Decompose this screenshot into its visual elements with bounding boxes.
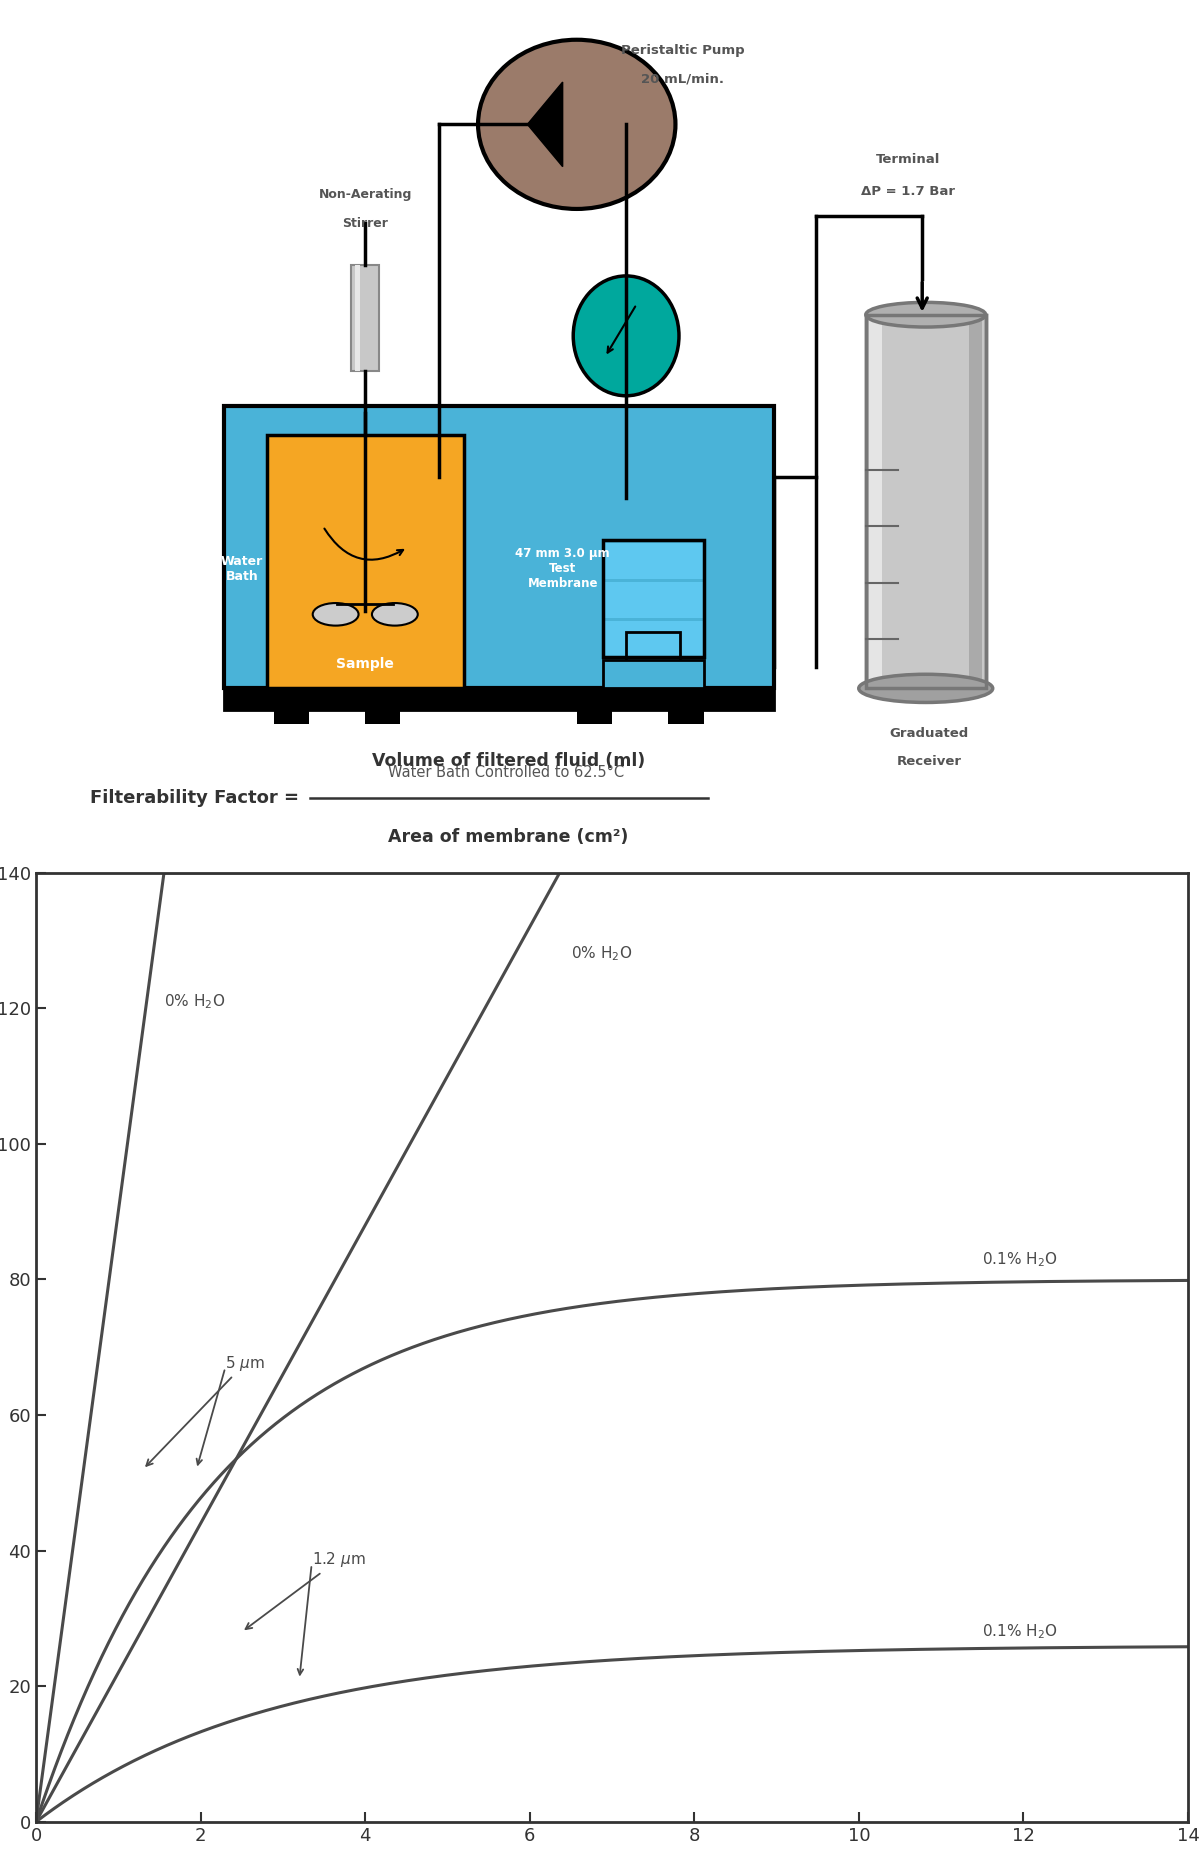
Bar xyxy=(970,314,982,688)
Text: ΔP = 1.7 Bar: ΔP = 1.7 Bar xyxy=(862,184,955,197)
Bar xyxy=(352,266,379,372)
Text: Sample: Sample xyxy=(336,656,394,671)
Bar xyxy=(355,266,360,372)
Bar xyxy=(866,314,985,688)
Bar xyxy=(577,708,612,723)
Bar xyxy=(224,407,774,688)
Bar xyxy=(869,314,882,688)
Bar xyxy=(668,708,703,723)
Ellipse shape xyxy=(313,602,359,626)
Polygon shape xyxy=(527,82,563,167)
Text: 47 mm 3.0 μm
Test
Membrane: 47 mm 3.0 μm Test Membrane xyxy=(515,547,610,589)
Text: Area of membrane (cm²): Area of membrane (cm²) xyxy=(388,827,629,846)
Text: $0\%\ \mathrm{H_2O}$: $0\%\ \mathrm{H_2O}$ xyxy=(163,993,224,1011)
Ellipse shape xyxy=(574,275,679,396)
Text: Graduated: Graduated xyxy=(889,727,968,740)
Text: $0.1\%\ \mathrm{H_2O}$: $0.1\%\ \mathrm{H_2O}$ xyxy=(983,1249,1058,1268)
Bar xyxy=(866,314,985,688)
Bar xyxy=(224,688,774,710)
Ellipse shape xyxy=(859,675,992,703)
Text: $0\%\ \mathrm{H_2O}$: $0\%\ \mathrm{H_2O}$ xyxy=(571,944,632,963)
Text: Volume of filtered fluid (ml): Volume of filtered fluid (ml) xyxy=(372,751,644,770)
Text: Water Bath Controlled to 62.5°C: Water Bath Controlled to 62.5°C xyxy=(388,766,624,781)
Text: Peristaltic Pump: Peristaltic Pump xyxy=(620,45,744,58)
Text: 20 mL/min.: 20 mL/min. xyxy=(641,73,724,86)
Bar xyxy=(266,435,464,688)
Text: Filterability Factor =: Filterability Factor = xyxy=(90,790,305,807)
Bar xyxy=(602,621,703,656)
Text: Water
Bath: Water Bath xyxy=(221,554,263,582)
Text: Receiver: Receiver xyxy=(896,755,961,768)
Text: Stirrer: Stirrer xyxy=(342,216,388,229)
Text: $5\ \mu\mathrm{m}$: $5\ \mu\mathrm{m}$ xyxy=(146,1353,265,1467)
Ellipse shape xyxy=(372,602,418,626)
Text: Terminal: Terminal xyxy=(876,152,941,165)
Bar xyxy=(602,543,703,580)
Bar xyxy=(274,708,308,723)
Text: Non-Aerating: Non-Aerating xyxy=(318,188,412,201)
Text: $0.1\%\ \mathrm{H_2O}$: $0.1\%\ \mathrm{H_2O}$ xyxy=(983,1623,1058,1641)
Bar xyxy=(602,582,703,617)
Bar xyxy=(365,708,401,723)
Ellipse shape xyxy=(866,303,985,327)
Bar xyxy=(602,660,703,688)
Bar xyxy=(626,632,680,688)
Ellipse shape xyxy=(478,39,676,208)
Text: $1.2\ \mu\mathrm{m}$: $1.2\ \mu\mathrm{m}$ xyxy=(246,1550,365,1628)
Bar xyxy=(602,541,703,656)
